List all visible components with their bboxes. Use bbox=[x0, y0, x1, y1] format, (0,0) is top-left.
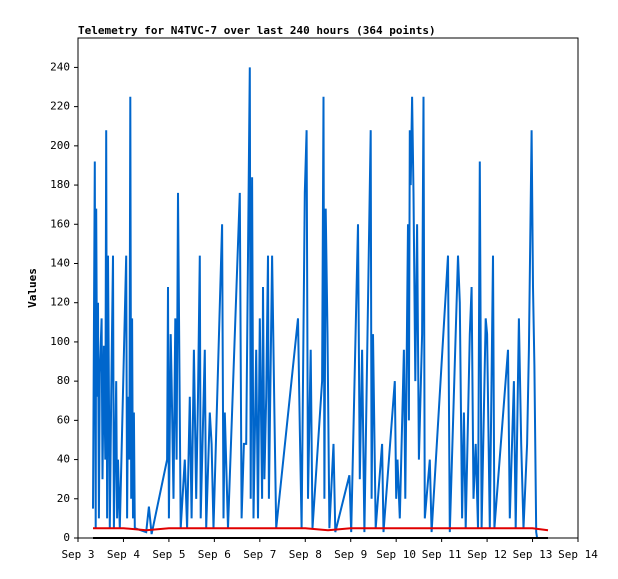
y-tick-label: 140 bbox=[50, 256, 70, 269]
y-tick-label: 0 bbox=[63, 531, 70, 544]
x-tick-label: Sep 14 bbox=[558, 548, 598, 561]
chart-title: Telemetry for N4TVC-7 over last 240 hour… bbox=[78, 24, 436, 37]
x-tick-label: Sep 13 bbox=[513, 548, 553, 561]
y-tick-label: 160 bbox=[50, 217, 70, 230]
y-tick-label: 100 bbox=[50, 335, 70, 348]
y-axis-label: Values bbox=[26, 268, 39, 308]
x-tick-label: Sep 6 bbox=[198, 548, 231, 561]
data-line bbox=[92, 67, 539, 539]
y-tick-label: 20 bbox=[57, 492, 70, 505]
y-tick-label: 220 bbox=[50, 100, 70, 113]
x-tick-label: Sep 8 bbox=[289, 548, 322, 561]
y-tick-label: 40 bbox=[57, 453, 70, 466]
y-tick-label: 120 bbox=[50, 296, 70, 309]
x-tick-label: Sep 10 bbox=[376, 548, 416, 561]
x-tick-label: Sep 12 bbox=[467, 548, 507, 561]
y-tick-label: 200 bbox=[50, 139, 70, 152]
x-tick-label: Sep 7 bbox=[243, 548, 276, 561]
x-tick-label: Sep 11 bbox=[422, 548, 462, 561]
x-tick-label: Sep 4 bbox=[107, 548, 140, 561]
y-tick-label: 180 bbox=[50, 178, 70, 191]
x-tick-label: Sep 9 bbox=[334, 548, 367, 561]
y-tick-label: 80 bbox=[57, 374, 70, 387]
x-tick-label: Sep 5 bbox=[152, 548, 185, 561]
x-tick-label: Sep 3 bbox=[61, 548, 94, 561]
y-tick-label: 240 bbox=[50, 60, 70, 73]
y-tick-label: 60 bbox=[57, 413, 70, 426]
data-line bbox=[93, 527, 549, 532]
